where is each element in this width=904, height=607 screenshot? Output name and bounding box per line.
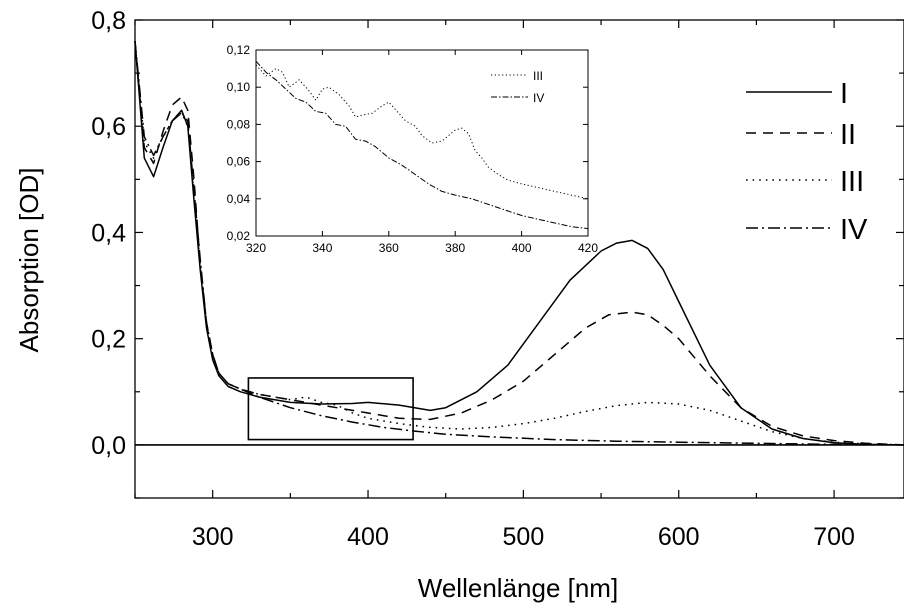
y-axis-title: Absorption [OD] [14,168,44,353]
inset-x-tick-label: 340 [312,241,332,255]
legend-label-IV: IV [840,214,868,246]
x-axis-title: Wellenlänge [nm] [418,573,618,603]
inset-series-group [255,60,589,230]
y-tick-label: 0,0 [91,432,126,460]
inset-axis-ticks: 320 340 360 380 400 420 0,02 0,04 0,06 0,08 0,10 0,… [227,43,599,255]
inset-y-tick-label: 0,10 [227,80,251,94]
inset-x-tick-label: 420 [578,241,598,255]
inset-x-tick-label: 380 [445,241,465,255]
series-II-line [134,41,904,446]
inset-frame [255,49,589,237]
legend-label-I: I [840,78,848,110]
inset-legend: III IV [491,69,544,105]
inset-series-IV-line [255,60,589,230]
series-IV-line [134,41,904,446]
inset-x-tick-label: 360 [379,241,399,255]
inset-y-tick-label: 0,06 [227,155,251,169]
inset-x-tick-label: 400 [512,241,532,255]
main-plot-area: 300 400 500 600 700 0,0 0,2 0,4 0,6 0,8 [91,7,904,551]
x-tick-label: 500 [503,523,545,551]
y-tick-label: 0,2 [91,326,126,354]
inset-plot-area: 320 340 360 380 400 420 0,02 0,04 0,06 0,08 0,10 0,… [227,43,599,255]
inset-y-tick-label: 0,02 [227,229,251,243]
y-tick-label: 0,4 [91,219,126,247]
inset-y-tick-label: 0,08 [227,117,251,131]
inset-legend-label-IV: IV [533,91,544,105]
plot-frame [134,19,904,499]
inset-y-tick-label: 0,04 [227,192,251,206]
x-tick-label: 700 [813,523,855,551]
legend-label-III: III [840,166,864,198]
inset-y-tick-label: 0,12 [227,43,251,57]
legend-label-II: II [840,119,856,151]
inset-x-tick-label: 320 [246,241,266,255]
main-legend: I II III IV [746,78,868,246]
inset-background [252,48,588,236]
x-tick-label: 600 [658,523,700,551]
main-axis-ticks: 300 400 500 600 700 0,0 0,2 0,4 0,6 0,8 [91,7,904,551]
inset-series-III-line [255,64,589,200]
x-tick-label: 400 [347,523,389,551]
inset-legend-label-III: III [533,69,543,83]
y-tick-label: 0,8 [91,7,126,35]
highlight-box [247,377,414,441]
x-tick-label: 300 [192,523,234,551]
main-series-group [134,41,904,446]
y-tick-label: 0,6 [91,113,126,141]
